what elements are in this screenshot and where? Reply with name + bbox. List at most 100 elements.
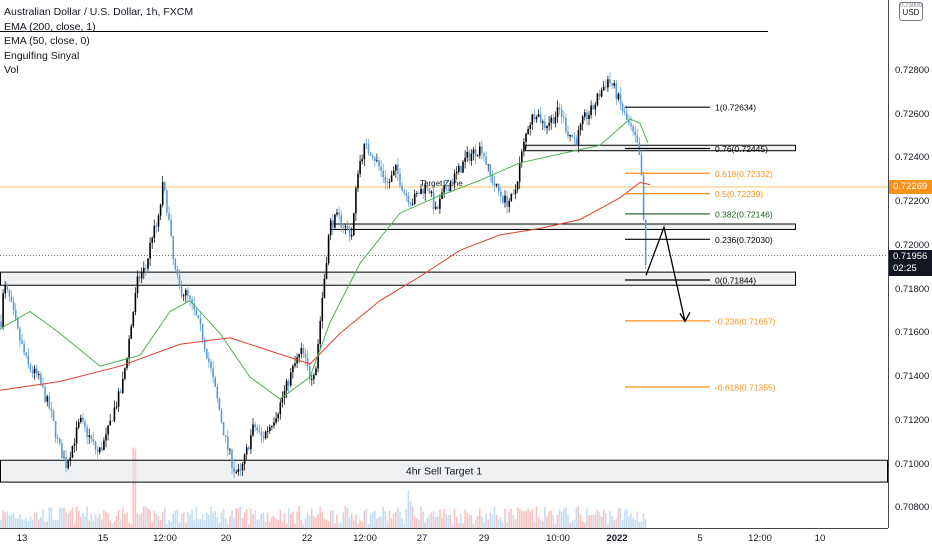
candle-body (451, 182, 454, 184)
volume-bar (176, 510, 179, 528)
volume-bar (86, 506, 88, 528)
candle-body (10, 296, 13, 302)
volume-bar (596, 509, 599, 528)
volume-bar (21, 519, 23, 528)
volume-bar (145, 506, 147, 528)
volume-bar (256, 519, 258, 528)
volume-bar (46, 521, 48, 528)
volume-bar (166, 523, 168, 528)
volume-bar (571, 520, 573, 528)
candle-body (462, 161, 464, 173)
candle-body (573, 137, 576, 139)
volume-bar (563, 508, 565, 528)
price-axis[interactable]: 0.73000 USD 0.72800 0.72600 0.72400 0.72200… (888, 0, 932, 528)
candle-body (401, 185, 403, 191)
volume-bar (359, 520, 361, 528)
price-tick-label: 0.72800 (895, 64, 930, 76)
candle-body (615, 83, 618, 100)
legend-signal[interactable]: Engulfing Sinyal (4, 49, 80, 62)
volume-bar (31, 519, 34, 528)
volume-bar (334, 523, 336, 528)
candle-body (621, 103, 624, 112)
legend-ema200[interactable]: EMA (200, close, 1) (4, 20, 96, 33)
volume-bar (338, 523, 340, 528)
candle-body (350, 235, 353, 237)
volume-bar (252, 513, 254, 528)
volume-bar (346, 507, 349, 528)
candle-body (569, 134, 571, 137)
volume-bar (229, 516, 231, 528)
candle-body (185, 290, 187, 296)
candle-body (380, 166, 382, 171)
currency-selector[interactable]: 0.73000 USD (899, 2, 923, 21)
volume-bar (422, 511, 424, 528)
fib-level-label: 0.382(0.72146) (715, 209, 773, 219)
volume-bar (308, 516, 311, 528)
candle-body (292, 365, 294, 373)
candle-body (266, 431, 269, 432)
volume-bar (586, 508, 588, 528)
price-tick-label: 0.72600 (895, 108, 930, 120)
volume-bar (208, 514, 210, 528)
volume-bar (640, 521, 643, 528)
legend-ema50[interactable]: EMA (50, close, 0) (4, 35, 90, 47)
volume-bar (443, 509, 445, 528)
candle-body (447, 189, 450, 192)
candle-body (392, 170, 395, 176)
countdown-value: 02:25 (893, 262, 917, 274)
candle-body (502, 196, 504, 203)
zone-box (0, 271, 796, 286)
candle-body (491, 175, 494, 184)
candle-body (605, 86, 607, 88)
volume-bar (615, 518, 618, 528)
candle-body (88, 435, 90, 437)
volume-bar (560, 511, 563, 528)
volume-bar (506, 521, 508, 528)
candle-body (6, 285, 9, 290)
volume-bar (546, 516, 548, 528)
volume-bar (29, 516, 32, 528)
volume-bar (264, 521, 267, 528)
candle-body (445, 185, 447, 190)
volume-bar (96, 517, 99, 528)
volume-bar (493, 506, 496, 528)
candle-body (82, 417, 84, 422)
volume-bar (67, 513, 69, 528)
candle-body (239, 469, 242, 471)
price-chart[interactable]: 4hr Sell Target 1 Target Zone 1(0.72634)… (0, 0, 888, 528)
volume-bar (35, 511, 38, 528)
legend-vol[interactable]: Vol (4, 64, 19, 76)
volume-bar (602, 509, 605, 528)
volume-bar (584, 523, 586, 528)
volume-bar (558, 509, 561, 528)
candle-body (241, 464, 244, 471)
volume-bar (296, 511, 298, 528)
time-axis[interactable]: 13 15 12:00 20 22 12:00 27 29 10:00 2022 5 12:00 10 (0, 528, 888, 551)
volume-bar (304, 518, 307, 528)
volume-bar (164, 507, 166, 528)
volume-bar (151, 522, 153, 528)
candle-body (203, 339, 206, 349)
volume-bar (600, 516, 603, 528)
candle-body (201, 323, 204, 340)
volume-bar (254, 510, 256, 528)
volume-bar (201, 513, 204, 528)
candle-body (388, 181, 391, 183)
candle-body (281, 397, 284, 403)
volume-bar (378, 516, 380, 528)
volume-bar (470, 514, 473, 528)
candle-body (275, 418, 277, 423)
volume-bar (460, 513, 462, 528)
legend-symbol[interactable]: Australian Dollar / U.S. Dollar, 1h, FXC… (4, 6, 194, 18)
candle-body (565, 117, 567, 132)
candle-body (96, 449, 99, 453)
candle-body (92, 439, 95, 442)
candle-body (46, 396, 48, 402)
volume-bar (632, 517, 634, 528)
volume-bar (321, 512, 324, 528)
candle-body (143, 268, 145, 273)
price-tick-label: 0.71400 (895, 371, 930, 383)
chart-area[interactable]: 4hr Sell Target 1 Target Zone 1(0.72634)… (0, 0, 888, 528)
volume-bar (233, 518, 235, 528)
volume-bar (531, 509, 534, 528)
